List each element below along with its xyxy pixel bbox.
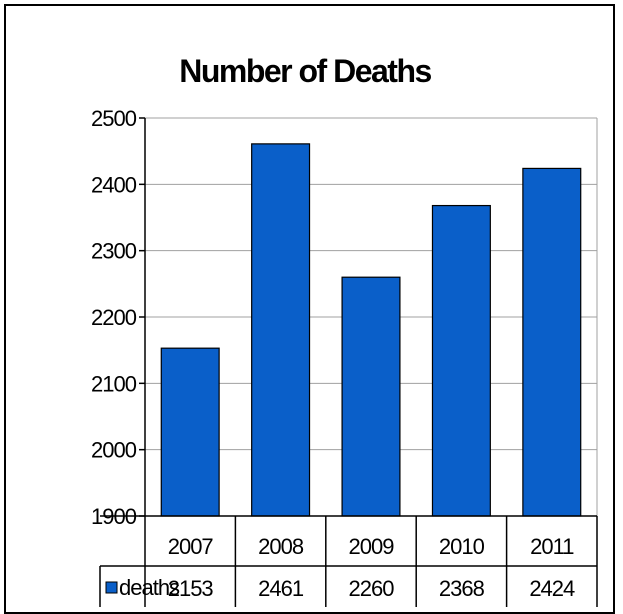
gridlines bbox=[145, 117, 598, 516]
value-label-2007: 2153 bbox=[168, 576, 214, 601]
chart-title: Number of Deaths bbox=[179, 53, 431, 89]
y-tick-label: 2200 bbox=[91, 305, 137, 330]
value-label-2010: 2368 bbox=[439, 576, 485, 601]
y-tick-label: 2400 bbox=[91, 172, 137, 197]
bar-2009 bbox=[341, 276, 401, 517]
category-label-2011: 2011 bbox=[530, 534, 574, 559]
y-tick-label: 2000 bbox=[91, 438, 137, 463]
category-label-2010: 2010 bbox=[439, 534, 485, 559]
bar-2008 bbox=[251, 143, 311, 517]
bar-2011 bbox=[522, 167, 582, 517]
bar-2010 bbox=[431, 204, 491, 517]
legend-label: deaths bbox=[119, 575, 180, 600]
bar-2007 bbox=[160, 347, 220, 517]
value-label-2011: 2424 bbox=[529, 576, 575, 601]
value-label-2009: 2260 bbox=[349, 576, 395, 601]
bars bbox=[160, 143, 582, 517]
y-tick-label: 2100 bbox=[91, 371, 137, 396]
legend-swatch bbox=[105, 581, 118, 594]
value-label-2008: 2461 bbox=[258, 576, 304, 601]
y-tick-label: 2300 bbox=[91, 239, 137, 264]
category-label-2007: 2007 bbox=[168, 534, 214, 559]
category-label-2008: 2008 bbox=[258, 534, 304, 559]
category-label-2009: 2009 bbox=[349, 534, 395, 559]
y-tick-label: 2500 bbox=[91, 106, 137, 131]
